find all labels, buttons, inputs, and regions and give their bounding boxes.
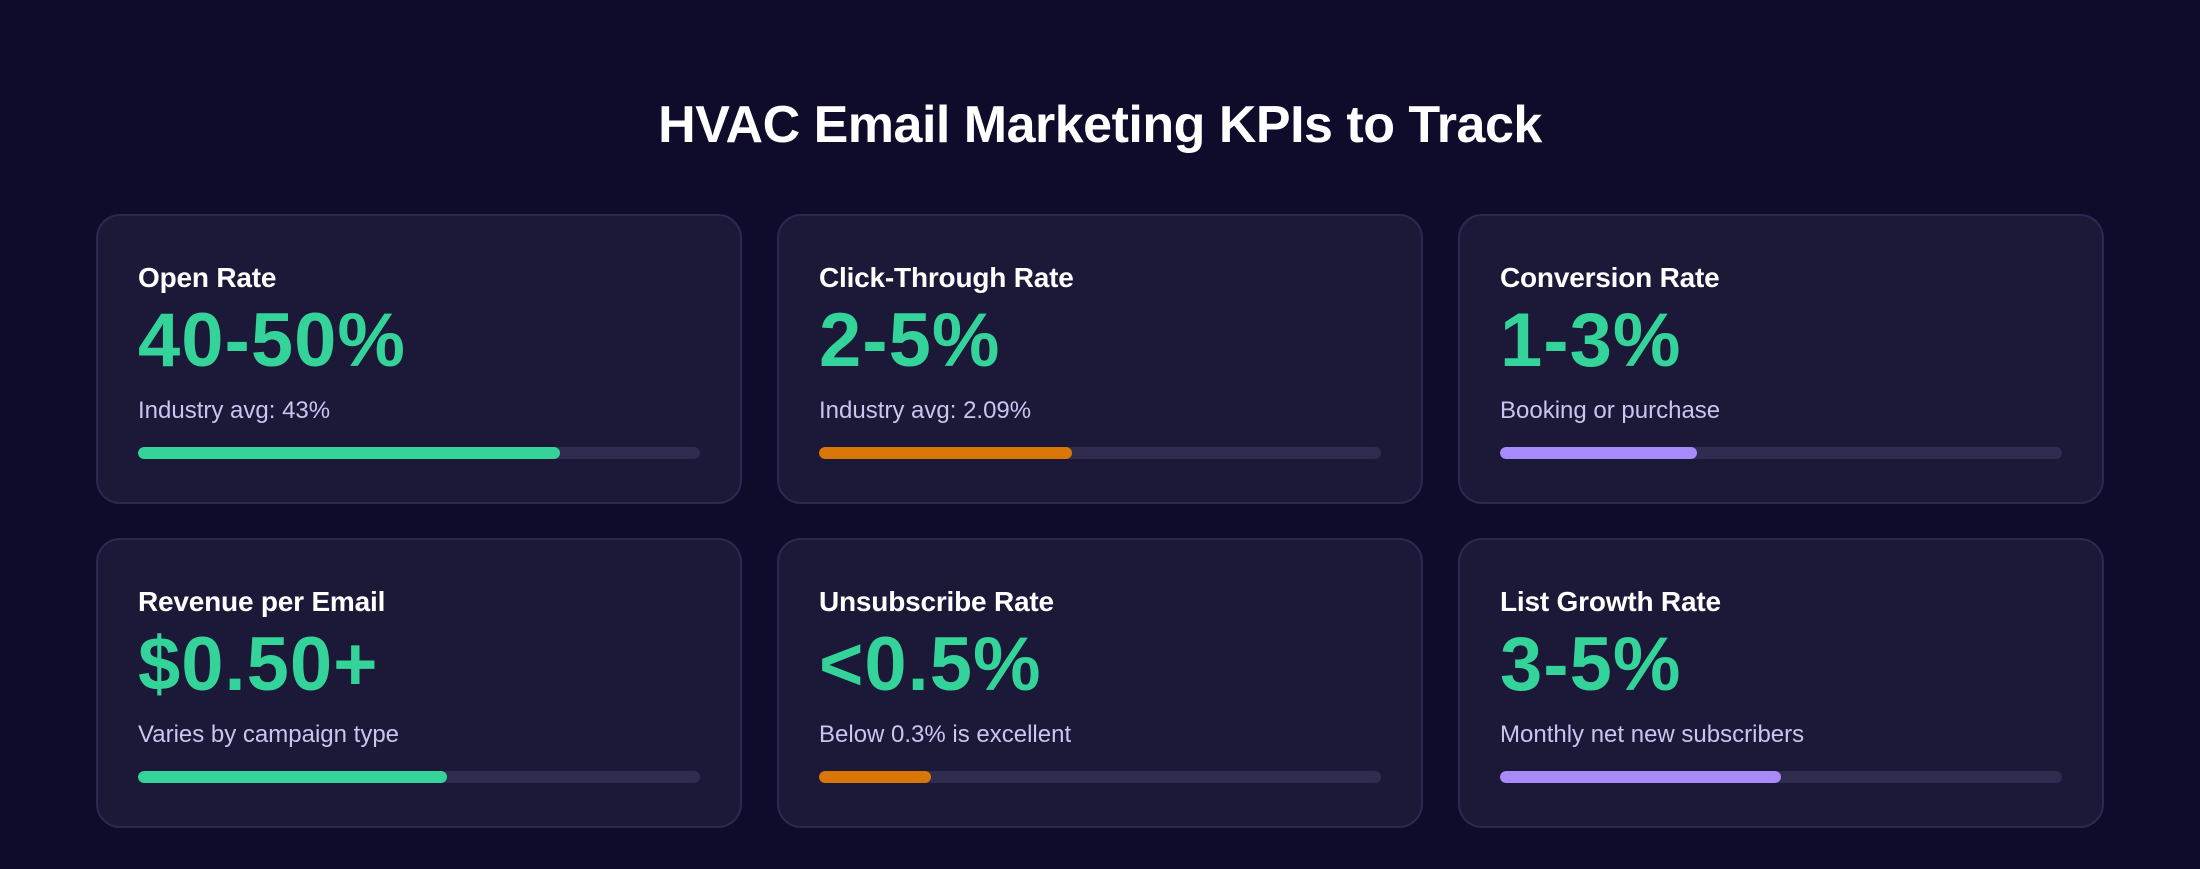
kpi-note: Varies by campaign type [138, 721, 400, 748]
progress-fill [138, 771, 448, 783]
kpi-value: 2-5% [819, 298, 1001, 383]
kpi-label: Conversion Rate [1500, 262, 1720, 293]
progress-track [138, 447, 700, 459]
kpi-card-click-through-rate: Click-Through Rate 2-5% Industry avg: 2.… [777, 214, 1423, 504]
progress-fill [819, 771, 932, 783]
kpi-label: Click-Through Rate [819, 262, 1074, 293]
kpi-card-list-growth-rate: List Growth Rate 3-5% Monthly net new su… [1458, 538, 2104, 828]
progress-fill [138, 447, 560, 459]
kpi-value: <0.5% [819, 622, 1042, 707]
progress-fill [1500, 447, 1697, 459]
kpi-card-revenue-per-email: Revenue per Email $0.50+ Varies by campa… [96, 538, 742, 828]
kpi-label: Revenue per Email [138, 586, 386, 617]
page-title: HVAC Email Marketing KPIs to Track [658, 96, 1542, 154]
kpi-note: Industry avg: 2.09% [819, 397, 1032, 424]
progress-track [819, 447, 1381, 459]
kpi-grid: Open Rate 40-50% Industry avg: 43% Click… [96, 214, 2104, 828]
kpi-value: $0.50+ [138, 622, 379, 707]
kpi-note: Industry avg: 43% [138, 397, 331, 424]
progress-fill [819, 447, 1072, 459]
kpi-value: 40-50% [138, 298, 406, 383]
kpi-label: List Growth Rate [1500, 586, 1721, 617]
kpi-note: Booking or purchase [1500, 397, 1721, 424]
progress-track [1500, 771, 2062, 783]
progress-fill [1500, 771, 1781, 783]
progress-track [819, 771, 1381, 783]
kpi-card-unsubscribe-rate: Unsubscribe Rate <0.5% Below 0.3% is exc… [777, 538, 1423, 828]
kpi-label: Unsubscribe Rate [819, 586, 1054, 617]
kpi-label: Open Rate [138, 262, 277, 293]
progress-track [1500, 447, 2062, 459]
kpi-note: Below 0.3% is excellent [819, 721, 1072, 748]
kpi-card-open-rate: Open Rate 40-50% Industry avg: 43% [96, 214, 742, 504]
kpi-note: Monthly net new subscribers [1500, 721, 1805, 748]
kpi-value: 3-5% [1500, 622, 1682, 707]
kpi-value: 1-3% [1500, 298, 1682, 383]
kpi-card-conversion-rate: Conversion Rate 1-3% Booking or purchase [1458, 214, 2104, 504]
progress-track [138, 771, 700, 783]
